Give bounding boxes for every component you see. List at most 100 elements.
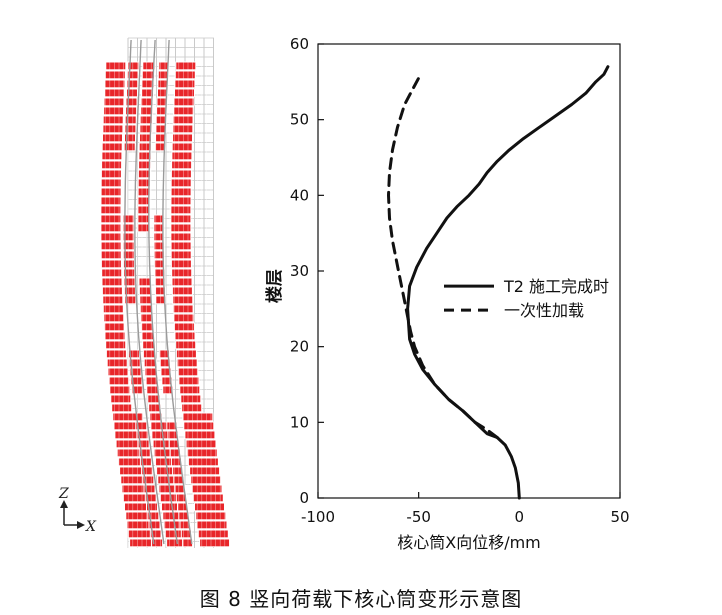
wall-element [100,250,122,260]
wall-element [138,448,151,458]
legend-label-2: 一次性加载 [504,301,584,320]
wall-element [170,223,192,233]
wall-element [124,124,137,134]
wall-element [137,187,151,197]
wall-element [100,259,122,269]
wall-element [189,466,221,476]
figure-caption: 图 8 竖向荷载下核心筒变形示意图 [199,587,523,611]
wall-element [141,466,154,476]
wall-element [177,502,188,512]
y-tick-label: 20 [290,338,309,356]
wall-element [161,376,173,386]
wall-element [156,106,168,116]
x-arrowhead [77,521,85,529]
wall-element [185,439,217,449]
wall-element [127,61,140,71]
wall-element [111,403,133,413]
wall-element [170,178,192,188]
wall-element [100,232,122,242]
wall-element [157,88,168,98]
plot-frame [317,43,621,499]
wall-element [137,178,151,188]
wall-element [182,412,214,422]
wall-element [171,142,193,152]
wall-element [190,475,222,485]
wall-element [157,79,169,89]
wall-element [139,115,153,125]
z-axis-label: Z [58,486,69,502]
wall-element [137,223,151,233]
wall-element [102,124,124,134]
wall-element [170,196,192,206]
x-tick-label: -50 [406,508,431,526]
wall-element [110,394,132,404]
frame-lines [124,39,193,545]
z-arrowhead [60,500,68,508]
wall-element [179,520,191,530]
wall-element [186,448,218,458]
wall-element [192,493,224,503]
wall-element [125,106,138,116]
wall-element [160,367,172,377]
wall-element [137,439,150,449]
wall-element [139,295,153,305]
wall-element [153,259,165,269]
wall-element [143,484,156,494]
wall-element [138,160,152,170]
wall-element [147,511,160,521]
wall-element [174,484,186,494]
wall-element [144,493,157,503]
x-tick-label: -100 [301,508,335,526]
frame-line-3 [148,39,179,545]
wall-element [142,349,156,359]
wall-element [100,196,122,206]
wall-element [142,340,156,350]
x-tick-label: 0 [515,508,525,526]
wall-element [151,538,164,548]
wall-element [122,250,135,260]
wall-element [174,79,196,89]
wall-element [153,214,165,224]
wall-element [100,223,122,233]
wall-element [124,115,137,125]
wall-element [101,142,123,152]
wall-element [170,187,192,197]
wall-element [170,169,192,179]
wall-element [171,151,193,161]
x-axis-label-model: X [85,519,97,535]
wall-element [170,232,192,242]
wall-element [102,295,124,305]
wall-element [158,61,170,71]
wall-element [147,394,161,404]
x-axis-label: 核心筒X向位移/mm [397,533,541,552]
wall-element [169,448,181,458]
wall-element [171,268,193,278]
wall-element [125,97,138,107]
wall-element [102,115,124,125]
wall-element [101,268,123,278]
wall-element [153,223,165,233]
wall-element [191,484,223,494]
wall-element [137,196,151,206]
wall-element [101,151,123,161]
wall-element [143,358,157,368]
coordinate-axes: ZX [58,486,97,535]
wall-element [105,61,127,71]
wall-element [140,97,154,107]
wall-element [170,250,192,260]
wall-element [137,169,151,179]
wall-element [142,475,155,485]
wall-element [122,241,135,251]
wall-element [157,70,169,80]
x-tick-label: 50 [610,508,629,526]
legend-label-1: T2 施工完成时 [503,277,609,296]
wall-element [105,349,127,359]
wall-element [100,178,122,188]
wall-element [170,241,192,251]
wall-element [140,322,154,332]
wall-element [171,160,193,170]
wall-element [112,412,144,422]
wall-element [100,187,122,197]
frame-line-4 [162,39,193,545]
wall-element [102,133,123,143]
